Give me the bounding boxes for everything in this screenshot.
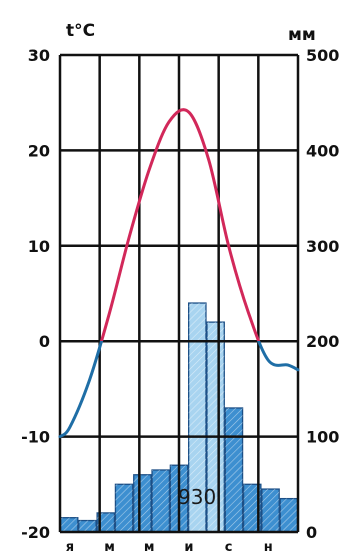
precipitation-bar-hatch bbox=[243, 484, 261, 532]
precipitation-bar-hatch bbox=[115, 484, 133, 532]
left-axis-tick-label: 10 bbox=[28, 237, 50, 256]
left-axis-tick-label: 30 bbox=[28, 46, 50, 65]
precipitation-bar-hatch bbox=[133, 474, 152, 532]
precipitation-bar-hatch bbox=[206, 322, 225, 532]
left-axis-tick-label: -10 bbox=[21, 428, 50, 447]
left-axis-tick-label: 20 bbox=[28, 141, 50, 160]
month-label: м bbox=[104, 540, 115, 555]
right-axis-tick-label: 0 bbox=[306, 523, 317, 542]
precipitation-bar-hatch bbox=[78, 520, 97, 532]
right-axis-tick-label: 400 bbox=[306, 141, 339, 160]
precipitation-bar-hatch bbox=[97, 512, 115, 532]
precipitation-bar-hatch bbox=[225, 407, 243, 532]
right-axis-tick-label: 200 bbox=[306, 332, 339, 351]
temperature-curve bbox=[58, 108, 300, 439]
precipitation-bar-hatch bbox=[261, 489, 280, 532]
month-label: я bbox=[66, 540, 74, 555]
temperature-unit-label: t°C bbox=[66, 21, 95, 41]
right-axis-tick-label: 500 bbox=[306, 46, 339, 65]
left-axis-tick-label: 0 bbox=[39, 332, 50, 351]
right-axis-tick-label: 300 bbox=[306, 237, 339, 256]
left-axis-ticks: 30 20 10 0 -10 -20 bbox=[21, 46, 50, 542]
precipitation-bar-hatch bbox=[280, 498, 298, 532]
right-axis-tick-label: 100 bbox=[306, 428, 339, 447]
precipitation-bar-hatch bbox=[152, 469, 170, 532]
precipitation-unit-label: мм bbox=[288, 25, 316, 45]
annual-precipitation-total: 930 bbox=[178, 485, 216, 509]
right-axis-ticks: 500 400 300 200 100 0 bbox=[306, 46, 339, 542]
precipitation-bars bbox=[59, 302, 299, 533]
left-axis-tick-label: -20 bbox=[21, 523, 50, 542]
month-label: и bbox=[184, 540, 193, 555]
precipitation-bar-hatch bbox=[188, 303, 206, 532]
month-label: м bbox=[144, 540, 155, 555]
month-label: н bbox=[264, 540, 273, 555]
precipitation-bar-hatch bbox=[60, 517, 78, 532]
chart-grid bbox=[58, 53, 300, 534]
month-label: с bbox=[225, 540, 233, 555]
